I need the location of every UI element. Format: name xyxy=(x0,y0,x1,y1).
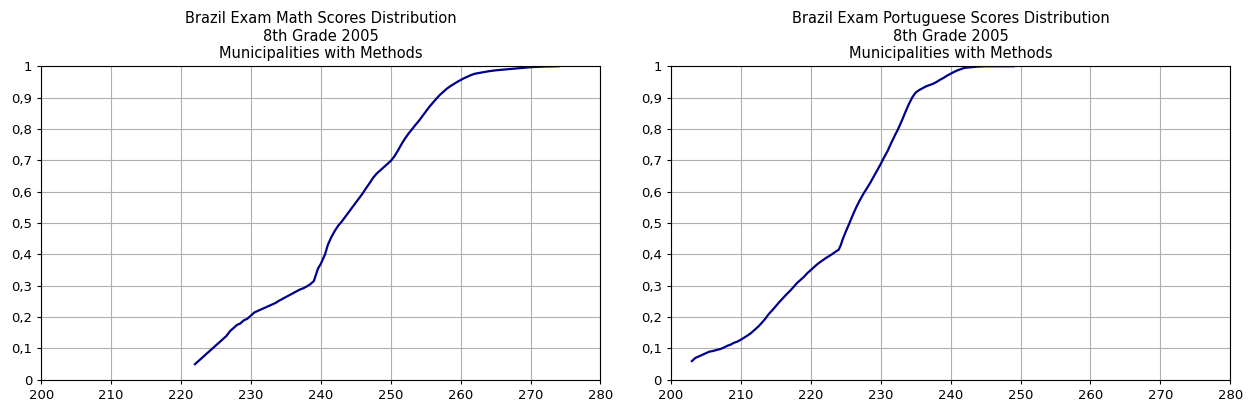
Title: Brazil Exam Portuguese Scores Distribution
8th Grade 2005
Municipalities with Me: Brazil Exam Portuguese Scores Distributi… xyxy=(791,11,1110,61)
Title: Brazil Exam Math Scores Distribution
8th Grade 2005
Municipalities with Methods: Brazil Exam Math Scores Distribution 8th… xyxy=(186,11,456,61)
